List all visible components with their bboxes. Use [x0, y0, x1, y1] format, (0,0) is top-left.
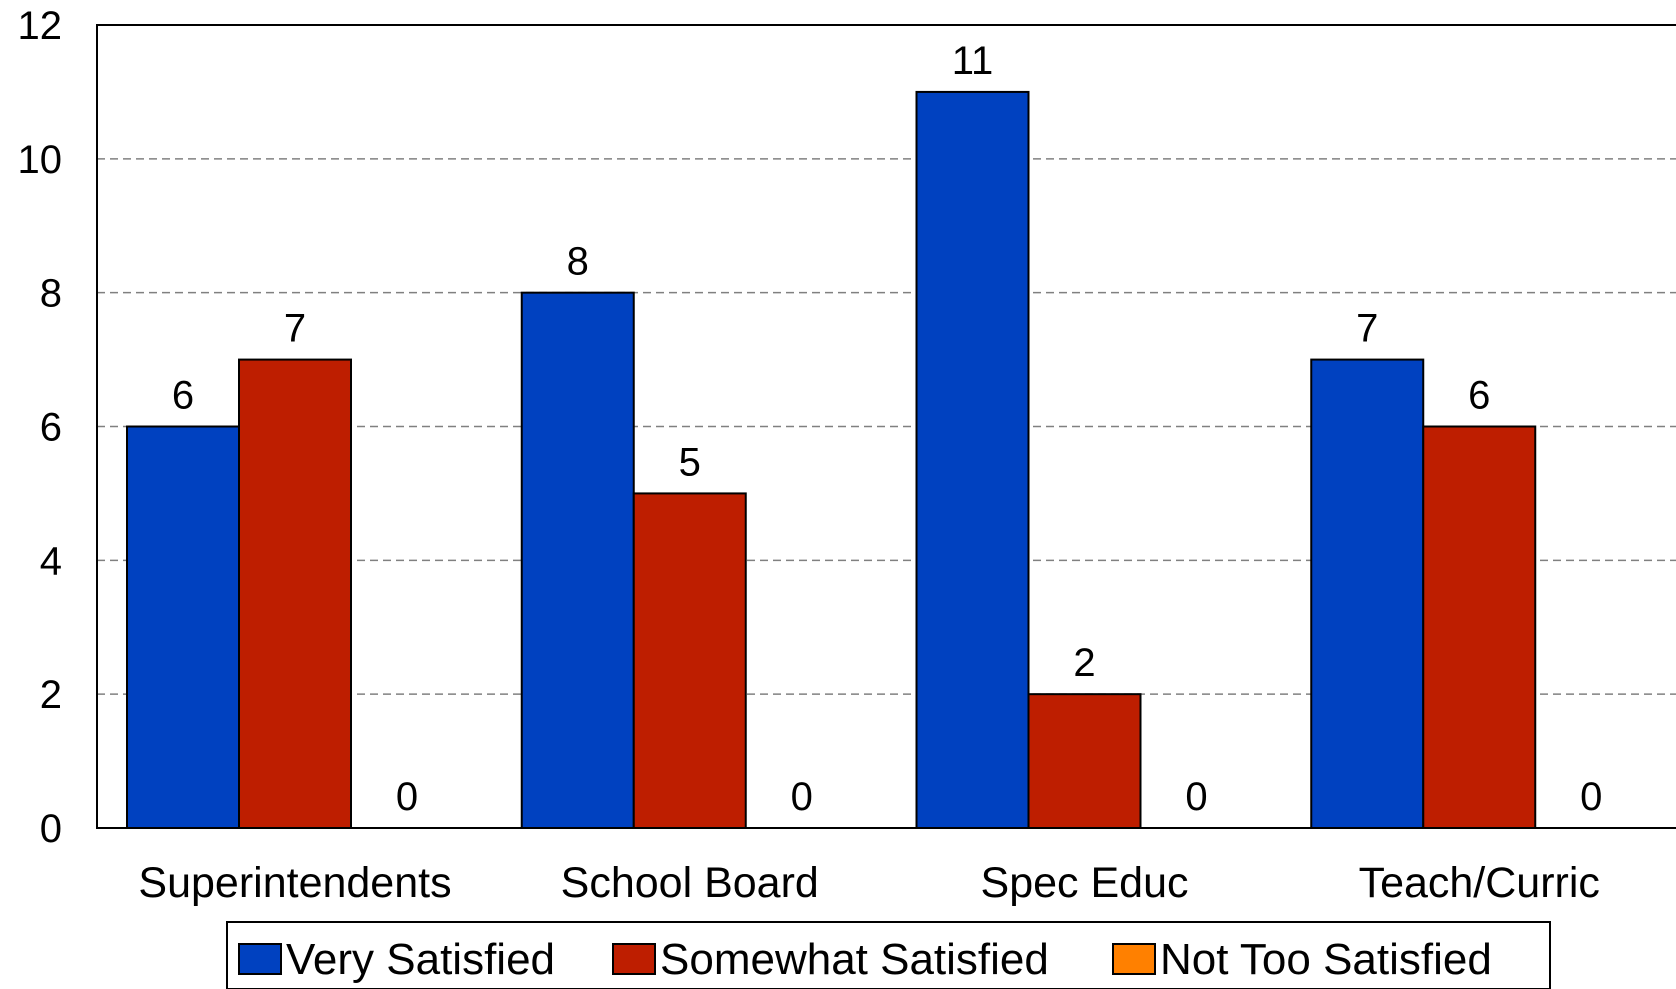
legend-box	[226, 921, 1551, 989]
legend-label: Very Satisfied	[286, 935, 555, 984]
data-label: 5	[679, 440, 701, 484]
legend-swatch	[1112, 943, 1156, 975]
bar	[1310, 358, 1425, 829]
plot-area-frame	[96, 24, 1676, 829]
data-label: 0	[791, 775, 813, 819]
bar	[1422, 425, 1537, 829]
data-label: 2	[1073, 641, 1095, 685]
data-label: 6	[172, 374, 194, 418]
data-label: 7	[1356, 307, 1378, 351]
data-label: 8	[567, 240, 589, 284]
x-tick-label: School Board	[561, 859, 819, 907]
data-label: 11	[952, 39, 994, 83]
legend-label: Somewhat Satisfied	[660, 935, 1049, 984]
x-tick-label: Teach/Curric	[1359, 859, 1600, 907]
data-labels: 6 7 0 8 5 0 11 2 0 7 6 0	[172, 39, 1603, 819]
bars	[126, 90, 1648, 830]
bar	[1027, 693, 1142, 830]
bar	[126, 425, 240, 829]
data-label: 0	[396, 775, 418, 819]
y-tick-label: 0	[40, 807, 62, 851]
y-tick-label: 6	[40, 406, 62, 450]
x-axis-ticks: Superintendents School Board Spec Educ Teac…	[138, 859, 1600, 907]
y-tick-label: 10	[18, 138, 63, 182]
bar	[520, 291, 635, 829]
legend-swatch	[612, 943, 656, 975]
bar	[238, 358, 352, 829]
x-tick-label: Superintendents	[138, 859, 451, 907]
data-label: 6	[1468, 374, 1490, 418]
legend-label: Not Too Satisfied	[1160, 935, 1492, 984]
y-tick-label: 8	[40, 272, 62, 316]
y-axis-ticks: 0 2 4 6 8 10 12	[18, 4, 63, 851]
data-label: 7	[284, 307, 306, 351]
data-label: 0	[1185, 775, 1207, 819]
y-tick-label: 4	[40, 539, 62, 583]
x-tick-label: Spec Educ	[981, 859, 1189, 907]
bar	[915, 90, 1030, 829]
legend-swatch	[238, 943, 282, 975]
y-tick-label: 2	[40, 673, 62, 717]
legend: Very Satisfied Somewhat Satisfied Not Too …	[226, 921, 1551, 989]
y-tick-label: 12	[18, 4, 63, 48]
data-label: 0	[1580, 775, 1602, 819]
bar	[632, 492, 747, 829]
